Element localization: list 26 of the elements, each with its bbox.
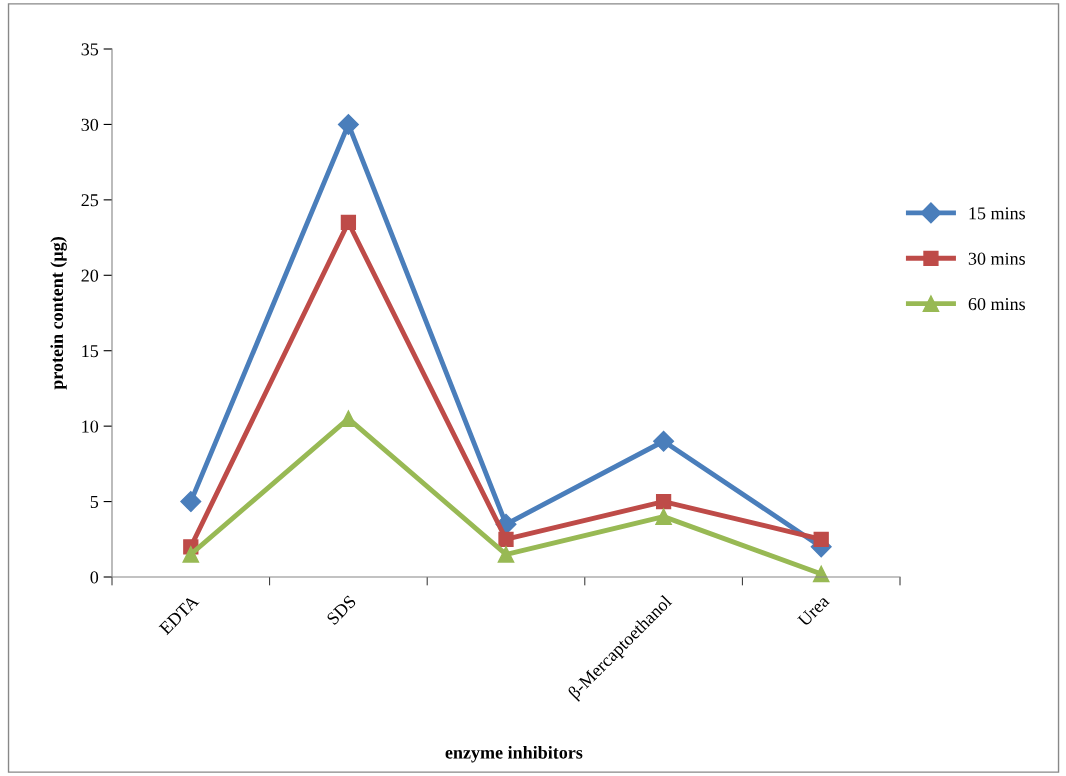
- y-tick-label: 20: [81, 269, 99, 282]
- point: [655, 493, 672, 510]
- y-tick-label: 5: [90, 496, 99, 509]
- point: [340, 410, 357, 427]
- point: [340, 214, 357, 231]
- y-tick-label: 35: [81, 43, 99, 56]
- point: [180, 491, 202, 513]
- y-tick-label: 25: [81, 194, 99, 207]
- y-tick-label: 10: [82, 420, 99, 433]
- point: [498, 531, 514, 547]
- x-axis-title: enzyme inhibitors: [445, 745, 583, 763]
- legend-label: 15 mins: [969, 207, 1025, 220]
- x-tick-label: Urea: [797, 594, 831, 628]
- point: [337, 113, 359, 135]
- y-tick-label: 0: [90, 571, 99, 584]
- point: [813, 531, 829, 547]
- y-axis-title: protein content (µg): [50, 237, 67, 390]
- y-tick-label: 15: [82, 345, 99, 358]
- point: [653, 430, 675, 452]
- legend-label: 30 mins: [968, 252, 1025, 265]
- point: [497, 546, 515, 563]
- point: [655, 508, 672, 525]
- legend-label: 60 mins: [968, 297, 1025, 311]
- x-tick-label: SDS: [326, 594, 357, 626]
- y-tick-label: 30: [81, 118, 99, 131]
- point: [182, 546, 200, 563]
